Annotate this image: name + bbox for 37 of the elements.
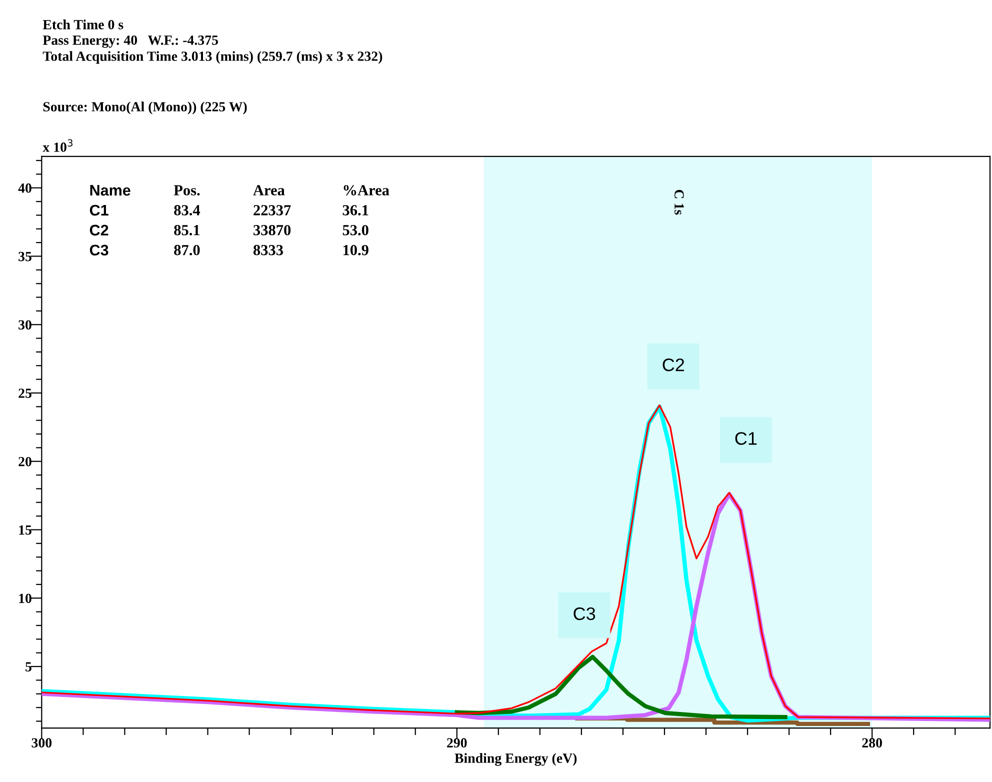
- line-series: [454, 654, 788, 720]
- band-label: C 1s: [674, 190, 684, 215]
- y-tick-label: 10: [19, 594, 32, 604]
- y-tick-label: 15: [19, 525, 32, 535]
- annotation: 22337: [254, 205, 291, 216]
- annotation: C3: [90, 244, 108, 256]
- x-axis-title: Binding Energy (eV): [454, 753, 577, 766]
- annotation: Pos.: [174, 185, 200, 196]
- annotation: 85.1: [174, 224, 200, 236]
- annotation: C3: [574, 607, 596, 620]
- annotation: 36.1: [342, 205, 368, 216]
- annotation: 53.0: [342, 224, 368, 236]
- chart-subtitle: Pass Energy: 40 W.F.: -4.375 Total Acquisition Time 3.013 (mins) (259.7 (ms) x 3 x 232): [42, 35, 382, 64]
- annotation: C1: [90, 204, 108, 216]
- y-tick-label: 30: [18, 320, 32, 330]
- source-note: Source: Mono(Al (Mono)) (225 W): [43, 102, 247, 114]
- annotation: C1: [735, 432, 757, 445]
- x-tick-label: 280: [862, 738, 882, 748]
- annotation: Name: [90, 185, 130, 196]
- annotation: %Area: [344, 185, 390, 196]
- annotation: Area: [253, 185, 285, 196]
- annotation: 83.4: [174, 205, 200, 216]
- annotation: 10.9: [343, 244, 368, 256]
- text: x 10$^{3}$: [42, 139, 72, 152]
- annotation: C2: [662, 358, 684, 372]
- y-tick-label: 5: [26, 662, 32, 672]
- annotation: C2: [90, 224, 108, 236]
- x-tick-label: 290: [447, 738, 467, 748]
- x-tick-label: 300: [32, 738, 52, 748]
- y-tick-label: 40: [18, 183, 32, 193]
- chart-title: Etch Time 0 s: [42, 20, 124, 30]
- y-tick-label: 25: [18, 388, 32, 398]
- y-tick-label: 35: [18, 252, 32, 262]
- annotation: 87.0: [174, 244, 200, 256]
- annotation: 33870: [254, 224, 291, 236]
- y-tick-label: 20: [18, 456, 32, 466]
- annotation: 8333: [253, 244, 283, 256]
